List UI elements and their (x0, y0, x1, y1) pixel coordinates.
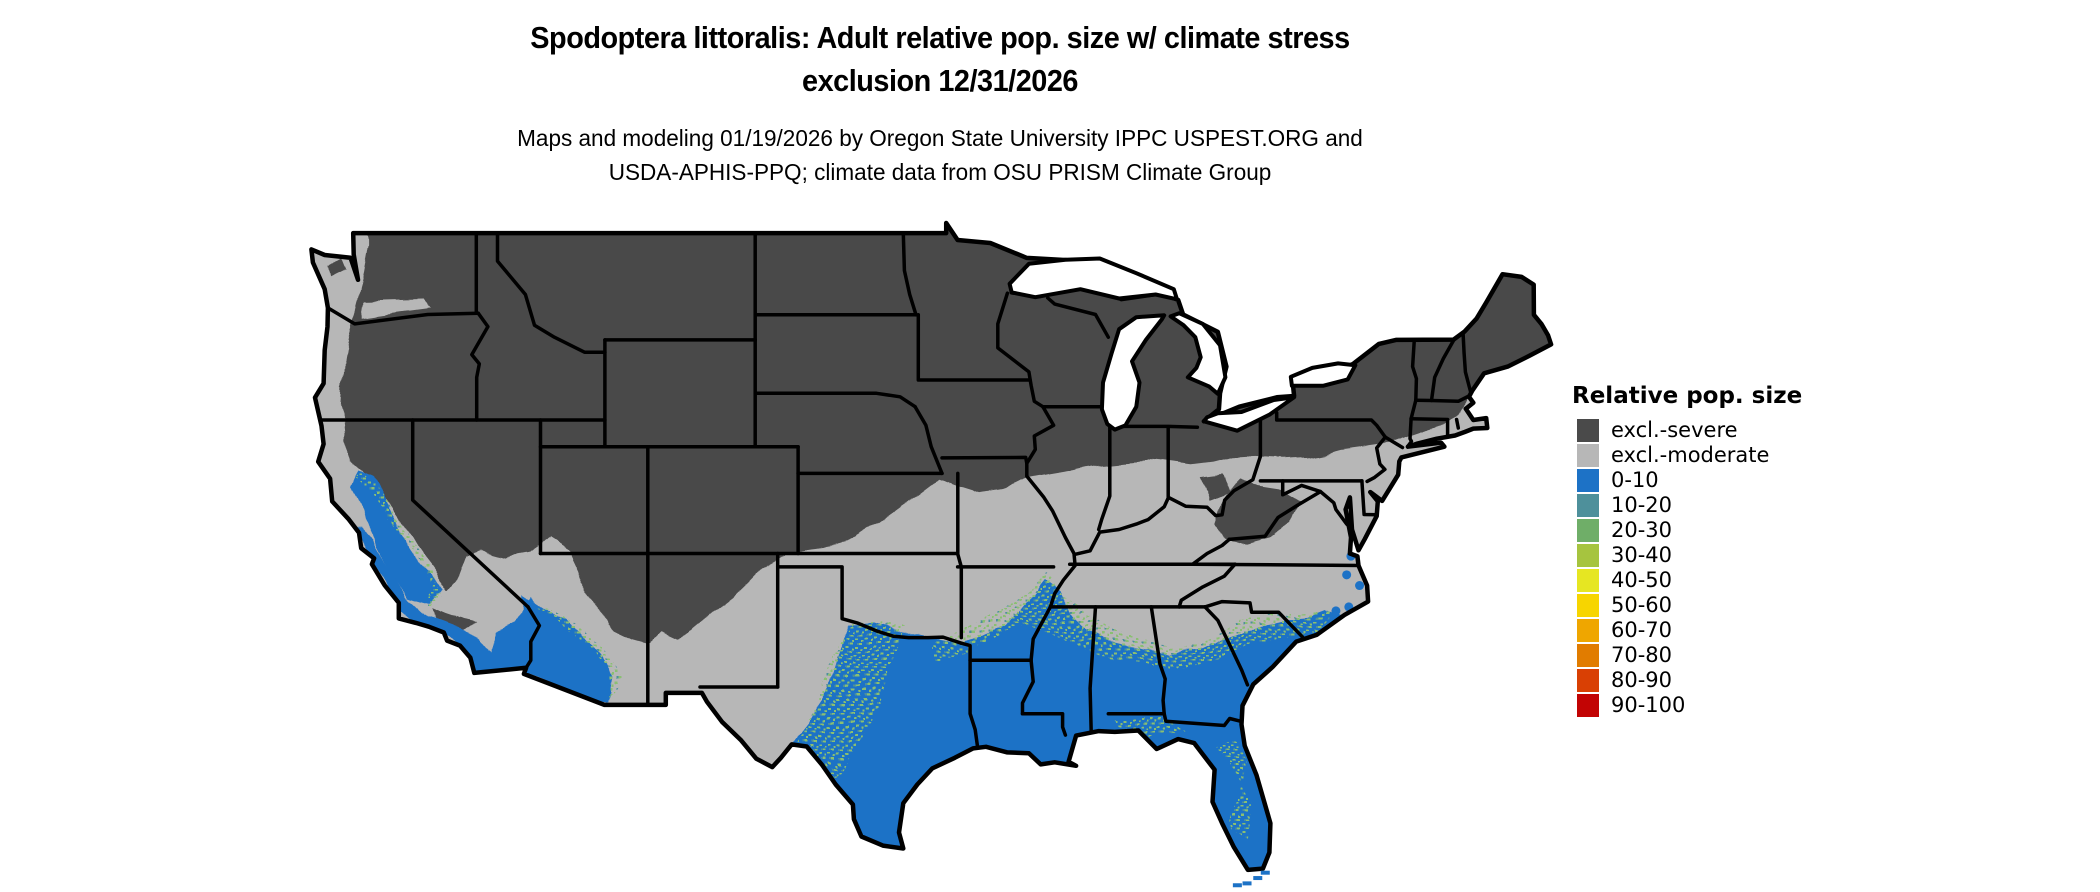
class-swatch (1577, 694, 1599, 717)
legend-item-label: 10-20 (1611, 493, 1673, 517)
us-map (309, 220, 1554, 888)
florida-keys (1260, 870, 1270, 875)
class-swatch (1577, 444, 1599, 467)
figure-subtitle-line2: USDA-APHIS-PPQ; climate data from OSU PR… (608, 159, 1272, 185)
legend-item-50-60: 50-60 (1572, 593, 1912, 618)
florida-keys (1242, 881, 1252, 886)
great-lakes (1007, 256, 1358, 433)
legend-item-0-10: 0-10 (1572, 468, 1912, 493)
us-outline (309, 220, 1554, 873)
class-swatch (1577, 619, 1599, 642)
legend-item-label: 60-70 (1611, 618, 1673, 642)
legend-item-label: 30-40 (1611, 543, 1673, 567)
class-swatch (1577, 544, 1599, 567)
legend-item-label: 40-50 (1611, 568, 1673, 592)
map-raster (311, 223, 1552, 870)
class-swatch (1577, 644, 1599, 667)
figure-title-line1: Spodoptera littoralis: Adult relative po… (530, 20, 1350, 55)
class-swatch (1577, 669, 1599, 692)
state-borders (317, 231, 1473, 748)
figure-subtitle-line1: Maps and modeling 01/19/2026 by Oregon S… (517, 125, 1363, 151)
legend-item-40-50: 40-50 (1572, 568, 1912, 593)
legend-item-label: 0-10 (1611, 468, 1659, 492)
class-swatch (1577, 519, 1599, 542)
florida-keys (1253, 876, 1263, 881)
legend-item-30-40: 30-40 (1572, 543, 1912, 568)
legend-item-label: 80-90 (1611, 668, 1673, 692)
legend-item-label: 70-80 (1611, 643, 1673, 667)
legend-item-70-80: 70-80 (1572, 643, 1912, 668)
florida-keys (1232, 883, 1242, 888)
figure-title-line2: exclusion 12/31/2026 (801, 63, 1078, 98)
class-swatch (1577, 494, 1599, 517)
class-swatch (1577, 594, 1599, 617)
legend: Relative pop. size excl.-severe excl.-mo… (1572, 383, 1912, 718)
legend-item-label: 90-100 (1611, 693, 1686, 717)
region-excl-moderate-patches (361, 298, 432, 318)
class-swatch (1577, 469, 1599, 492)
legend-item-label: excl.-severe (1611, 418, 1738, 442)
legend-item-80-90: 80-90 (1572, 668, 1912, 693)
legend-item-90-100: 90-100 (1572, 693, 1912, 718)
class-swatch (1577, 419, 1599, 442)
class-swatch (1577, 569, 1599, 592)
legend-item-label: excl.-moderate (1611, 443, 1770, 467)
figure-title: Spodoptera littoralis: Adult relative po… (345, 16, 1535, 102)
legend-item-label: 50-60 (1611, 593, 1673, 617)
legend-item-excl-severe: excl.-severe (1572, 418, 1912, 443)
legend-item-label: 20-30 (1611, 518, 1673, 542)
legend-item-excl-moderate: excl.-moderate (1572, 443, 1912, 468)
legend-item-60-70: 60-70 (1572, 618, 1912, 643)
figure-subtitle: Maps and modeling 01/19/2026 by Oregon S… (313, 121, 1567, 189)
legend-title: Relative pop. size (1572, 383, 1803, 409)
legend-item-20-30: 20-30 (1572, 518, 1912, 543)
legend-item-10-20: 10-20 (1572, 493, 1912, 518)
